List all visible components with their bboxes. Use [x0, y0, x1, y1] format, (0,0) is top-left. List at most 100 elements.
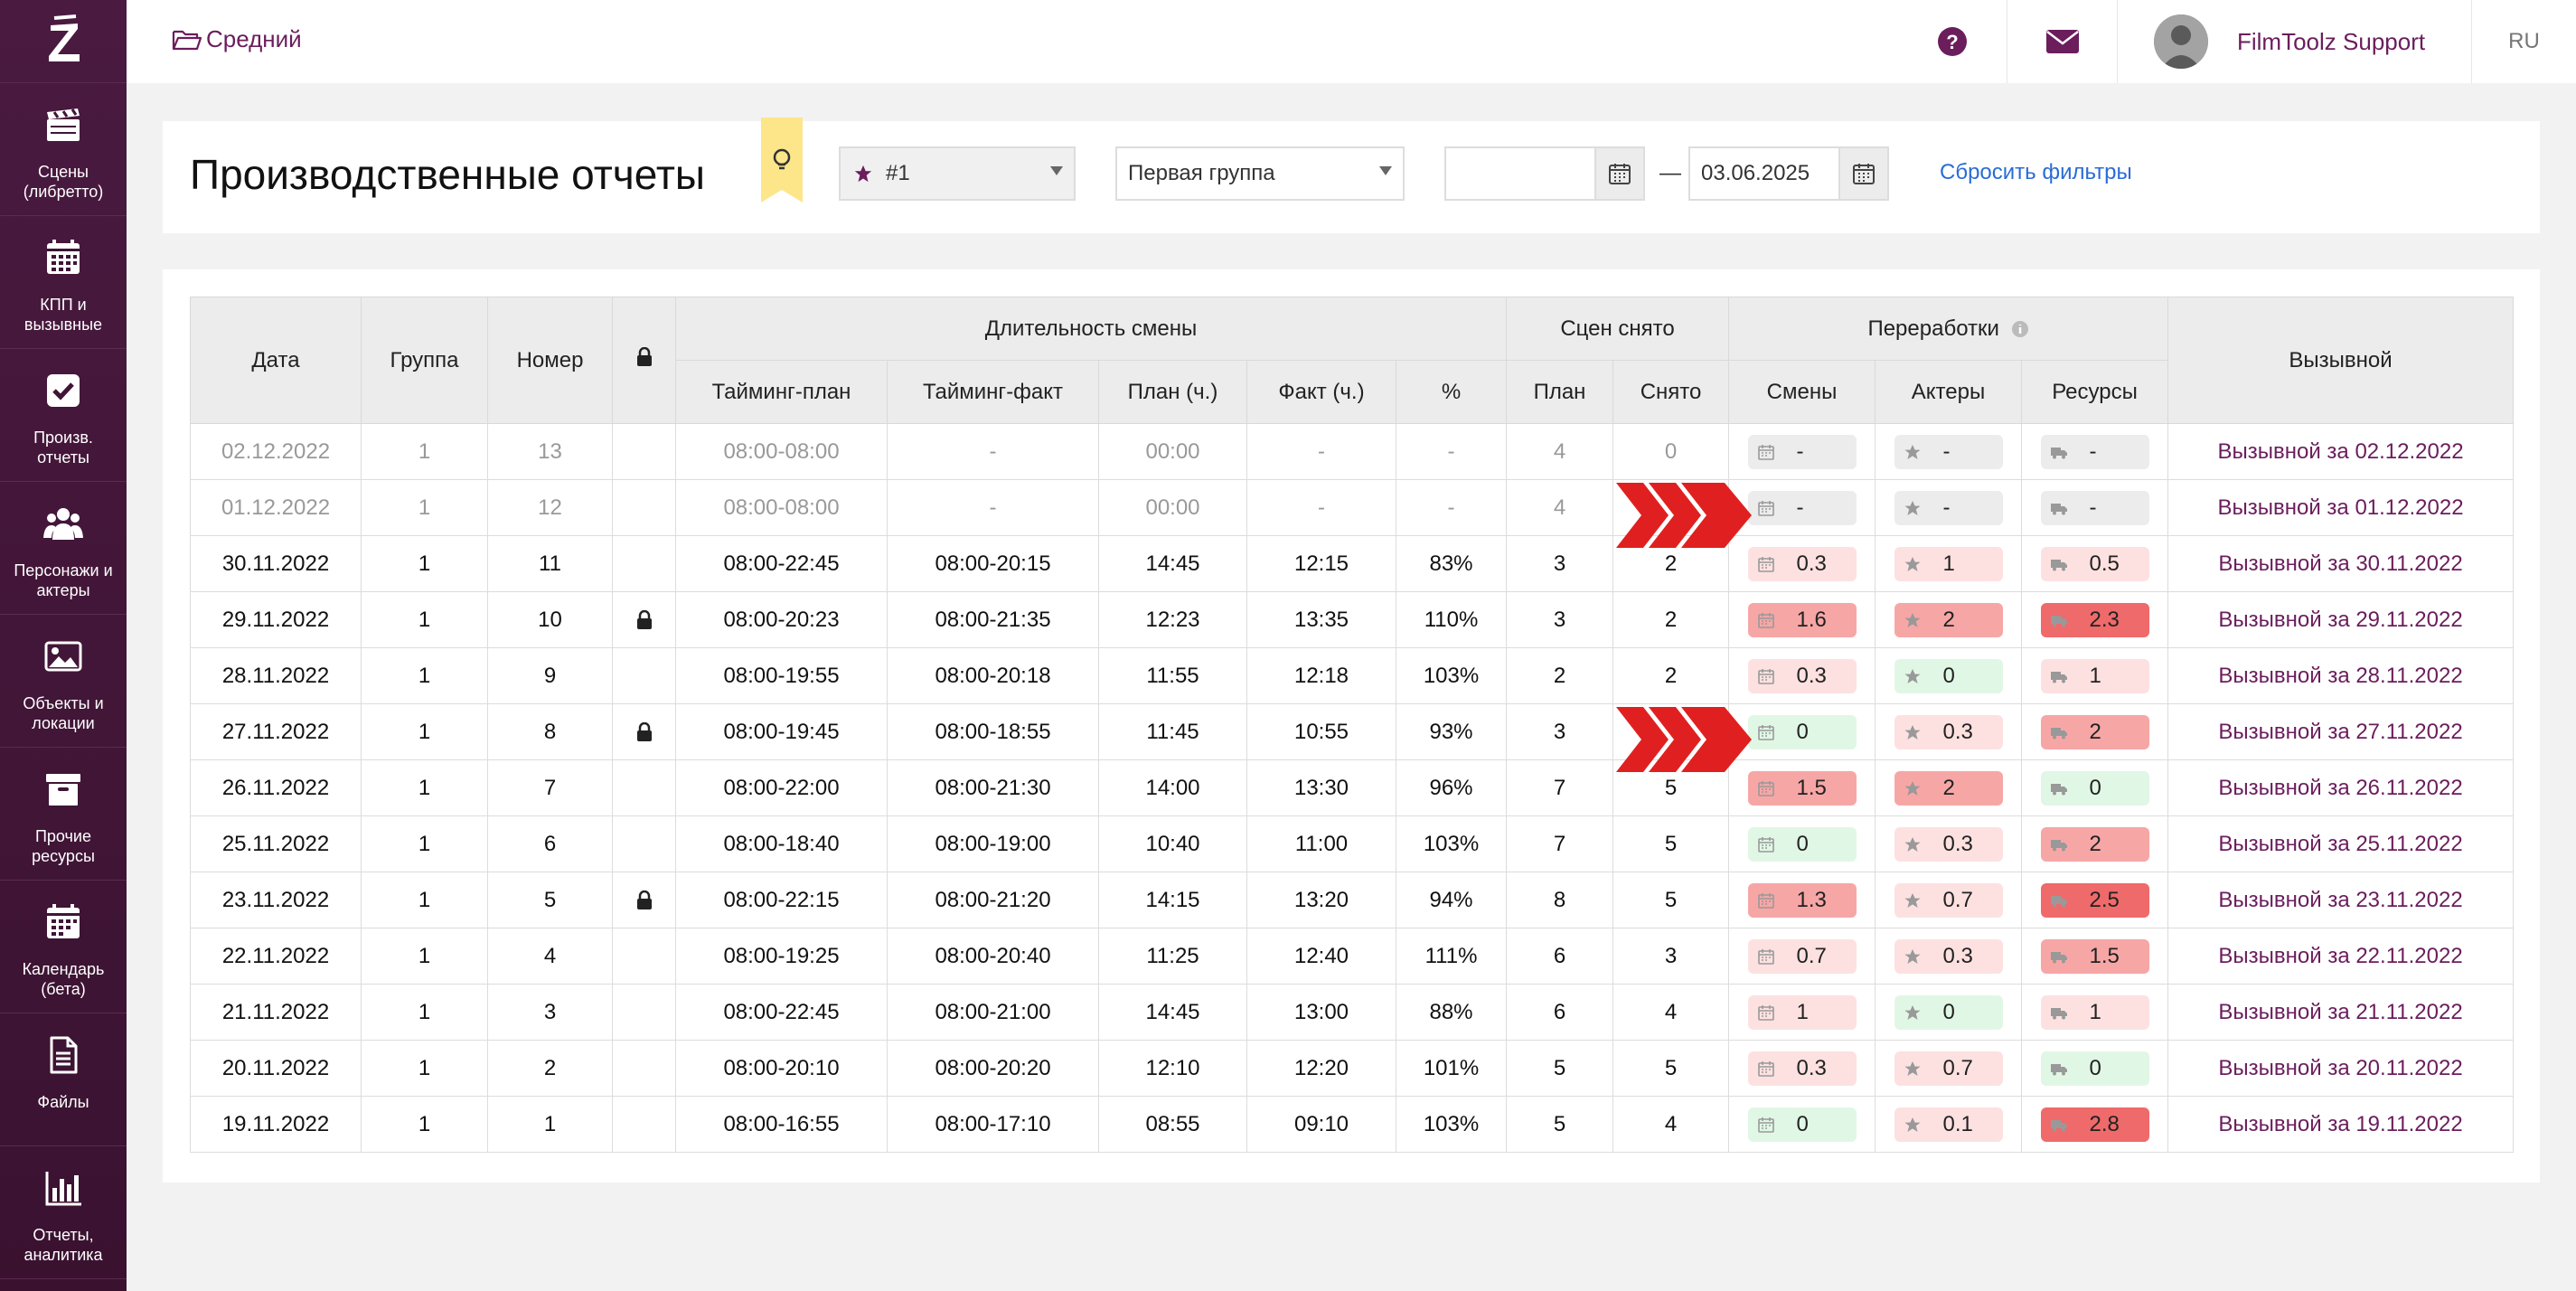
messages-button[interactable]: [2007, 0, 2117, 83]
group-select[interactable]: Первая группа: [1115, 146, 1405, 201]
table-row[interactable]: 30.11.2022 1 11 08:00-22:45 08:00-20:15 14:45…: [190, 535, 2515, 592]
date-from-field[interactable]: [1444, 146, 1645, 201]
overtime-resources-badge[interactable]: 0.5: [2040, 546, 2149, 581]
overtime-resources-badge[interactable]: 2: [2040, 826, 2149, 862]
overtime-shifts-badge[interactable]: 1.3: [1747, 882, 1857, 918]
sidebar-item[interactable]: Файлы: [0, 1013, 127, 1146]
overtime-shifts-badge[interactable]: 0.3: [1747, 658, 1857, 693]
language-switch[interactable]: RU: [2471, 0, 2576, 83]
date-from-calendar-button[interactable]: [1594, 148, 1643, 199]
overtime-actors-badge[interactable]: 0.1: [1894, 1107, 2003, 1142]
col-group[interactable]: Группа: [361, 297, 488, 424]
overtime-resources-badge[interactable]: 1: [2040, 994, 2149, 1030]
col-scenes-plan[interactable]: План: [1506, 360, 1614, 424]
overtime-actors-badge[interactable]: 0.3: [1894, 938, 2003, 974]
sidebar-item[interactable]: Произв. отчеты: [0, 349, 127, 482]
table-row[interactable]: 22.11.2022 1 4 08:00-19:25 08:00-20:40 11:25 1…: [190, 928, 2515, 985]
overtime-shifts-badge[interactable]: -: [1747, 434, 1857, 469]
overtime-resources-badge[interactable]: 0: [2040, 770, 2149, 806]
overtime-shifts-badge[interactable]: 0.3: [1747, 546, 1857, 581]
overtime-shifts-badge[interactable]: 0.3: [1747, 1051, 1857, 1086]
call-sheet-link[interactable]: Вызывной за 23.11.2022: [2218, 887, 2463, 912]
overtime-resources-badge[interactable]: 2.8: [2040, 1107, 2149, 1142]
overtime-actors-badge[interactable]: -: [1894, 490, 2003, 525]
call-sheet-link[interactable]: Вызывной за 25.11.2022: [2218, 831, 2463, 856]
sidebar-item[interactable]: КПП и вызывные: [0, 216, 127, 349]
col-percent[interactable]: %: [1395, 360, 1508, 424]
sidebar-item[interactable]: Прочие ресурсы: [0, 748, 127, 881]
overtime-shifts-badge[interactable]: 0.7: [1747, 938, 1857, 974]
overtime-shifts-badge[interactable]: 1: [1747, 994, 1857, 1030]
call-sheet-link[interactable]: Вызывной за 29.11.2022: [2218, 607, 2463, 632]
table-row[interactable]: 01.12.2022 1 12 08:00-08:00-00:00- -4- - - Вызы…: [190, 479, 2515, 536]
overtime-actors-badge[interactable]: 0.7: [1894, 882, 2003, 918]
table-row[interactable]: 21.11.2022 1 3 08:00-22:45 08:00-21:00 14:45 1…: [190, 984, 2515, 1041]
date-to-field[interactable]: 03.06.2025: [1688, 146, 1889, 201]
project-breadcrumb[interactable]: Средний: [172, 25, 302, 53]
overtime-actors-badge[interactable]: 0.7: [1894, 1051, 2003, 1086]
sidebar-item[interactable]: Календарь (бета): [0, 881, 127, 1013]
col-fact-hours[interactable]: Факт (ч.): [1246, 360, 1396, 424]
overtime-actors-badge[interactable]: 2: [1894, 602, 2003, 637]
call-sheet-link[interactable]: Вызывной за 28.11.2022: [2218, 663, 2463, 688]
call-sheet-link[interactable]: Вызывной за 26.11.2022: [2218, 775, 2463, 800]
overtime-actors-badge[interactable]: 2: [1894, 770, 2003, 806]
call-sheet-link[interactable]: Вызывной за 21.11.2022: [2218, 999, 2463, 1024]
call-sheet-link[interactable]: Вызывной за 02.12.2022: [2217, 438, 2464, 464]
overtime-resources-badge[interactable]: 1.5: [2040, 938, 2149, 974]
info-icon[interactable]: [2011, 320, 2029, 338]
tips-bookmark-icon[interactable]: [759, 118, 804, 203]
overtime-resources-badge[interactable]: 0: [2040, 1051, 2149, 1086]
overtime-resources-badge[interactable]: 1: [2040, 658, 2149, 693]
table-row[interactable]: 25.11.2022 1 6 08:00-18:40 08:00-19:00 10:40 1…: [190, 815, 2515, 872]
table-row[interactable]: 19.11.2022 1 1 08:00-16:55 08:00-17:10 08:55 0…: [190, 1096, 2515, 1153]
overtime-shifts-badge[interactable]: -: [1747, 490, 1857, 525]
overtime-resources-badge[interactable]: -: [2040, 434, 2149, 469]
table-row[interactable]: 02.12.2022 1 13 08:00-08:00-00:00- -4 0- - - Выз…: [190, 423, 2515, 480]
app-logo[interactable]: [0, 0, 127, 83]
table-row[interactable]: 27.11.2022 1 8 08:00-19:45 08:00-18:55 11:45 1…: [190, 703, 2515, 760]
table-row[interactable]: 29.11.2022 1 10 08:00-20:23 08:00-21:35 12:23…: [190, 591, 2515, 648]
call-sheet-link[interactable]: Вызывной за 01.12.2022: [2217, 495, 2464, 520]
call-sheet-link[interactable]: Вызывной за 30.11.2022: [2218, 551, 2463, 576]
sidebar-item[interactable]: Отчеты, аналитика: [0, 1146, 127, 1279]
overtime-actors-badge[interactable]: 1: [1894, 546, 2003, 581]
table-row[interactable]: 26.11.2022 1 7 08:00-22:00 08:00-21:30 14:00 1…: [190, 759, 2515, 816]
col-plan-hours[interactable]: План (ч.): [1098, 360, 1247, 424]
main-unit-select[interactable]: #1: [839, 146, 1076, 201]
overtime-actors-badge[interactable]: 0.3: [1894, 714, 2003, 749]
col-ot-resources[interactable]: Ресурсы: [2021, 360, 2169, 424]
table-row[interactable]: 28.11.2022 1 9 08:00-19:55 08:00-20:18 11:55 1…: [190, 647, 2515, 704]
overtime-resources-badge[interactable]: -: [2040, 490, 2149, 525]
col-call-sheet[interactable]: Вызывной: [2167, 297, 2515, 424]
col-timing-plan[interactable]: Тайминг-план: [675, 360, 888, 424]
col-timing-fact[interactable]: Тайминг-факт: [887, 360, 1099, 424]
overtime-shifts-badge[interactable]: 1.5: [1747, 770, 1857, 806]
col-ot-shifts[interactable]: Смены: [1728, 360, 1876, 424]
table-row[interactable]: 23.11.2022 1 5 08:00-22:15 08:00-21:20 14:15 1…: [190, 872, 2515, 928]
overtime-resources-badge[interactable]: 2.3: [2040, 602, 2149, 637]
call-sheet-link[interactable]: Вызывной за 27.11.2022: [2218, 719, 2463, 744]
sidebar-item[interactable]: Сцены (либретто): [0, 83, 127, 216]
col-scenes-done[interactable]: Снято: [1612, 360, 1730, 424]
table-row[interactable]: 20.11.2022 1 2 08:00-20:10 08:00-20:20 12:10 1…: [190, 1040, 2515, 1097]
sidebar-item[interactable]: Персонажи и актеры: [0, 482, 127, 615]
sidebar-item[interactable]: Объекты и локации: [0, 615, 127, 748]
overtime-actors-badge[interactable]: 0: [1894, 994, 2003, 1030]
help-button[interactable]: ?: [1898, 0, 2007, 83]
overtime-resources-badge[interactable]: 2: [2040, 714, 2149, 749]
overtime-actors-badge[interactable]: 0.3: [1894, 826, 2003, 862]
call-sheet-link[interactable]: Вызывной за 19.11.2022: [2218, 1111, 2463, 1136]
call-sheet-link[interactable]: Вызывной за 20.11.2022: [2218, 1055, 2463, 1080]
overtime-resources-badge[interactable]: 2.5: [2040, 882, 2149, 918]
overtime-shifts-badge[interactable]: 0: [1747, 826, 1857, 862]
overtime-shifts-badge[interactable]: 1.6: [1747, 602, 1857, 637]
col-number[interactable]: Номер: [487, 297, 613, 424]
col-date[interactable]: Дата: [190, 297, 362, 424]
call-sheet-link[interactable]: Вызывной за 22.11.2022: [2218, 943, 2463, 968]
overtime-actors-badge[interactable]: -: [1894, 434, 2003, 469]
date-to-calendar-button[interactable]: [1838, 148, 1887, 199]
overtime-shifts-badge[interactable]: 0: [1747, 714, 1857, 749]
overtime-actors-badge[interactable]: 0: [1894, 658, 2003, 693]
reset-filters-link[interactable]: Сбросить фильтры: [1940, 160, 2132, 184]
